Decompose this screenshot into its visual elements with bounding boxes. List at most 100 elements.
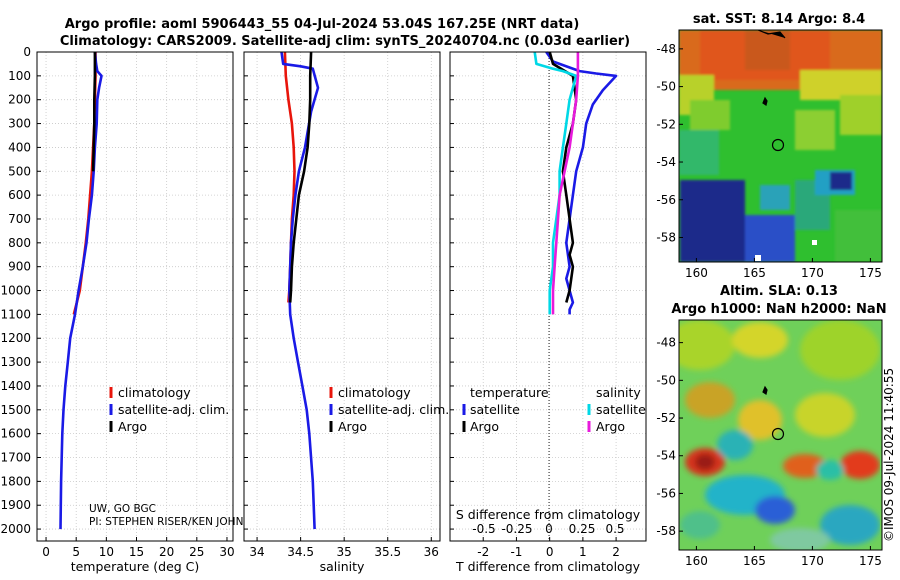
difference-s-satellite-line	[533, 51, 578, 315]
depth-tick-label: 2000	[0, 522, 31, 536]
sst-map-frame	[678, 29, 883, 263]
sla-y-ticks: -48 -50 -52 -54 -56 -58	[656, 336, 683, 538]
x-tick-label: 25	[189, 545, 204, 559]
map-y-tick-label: -52	[656, 411, 676, 425]
salinity-axes-frame	[243, 51, 441, 542]
legend-salinity-title: salinity	[596, 385, 641, 400]
sst-map-title: sat. SST: 8.14 Argo: 8.4	[693, 12, 865, 27]
map-x-tick-label: 170	[801, 266, 824, 280]
sla-field	[679, 320, 882, 550]
x-tick-label: 1	[579, 545, 587, 559]
map-y-tick-label: -50	[656, 373, 676, 387]
depth-tick-label: 1000	[0, 284, 31, 298]
map-y-tick-label: -52	[656, 117, 676, 131]
depth-tick-label: 1600	[0, 427, 31, 441]
depth-tick-label: 200	[8, 93, 31, 107]
figure-title-line1: Argo profile: aoml 5906443_55 04-Jul-202…	[65, 17, 580, 32]
legend-temperature-title: temperature	[470, 385, 549, 400]
depth-tick-label: 700	[8, 212, 31, 226]
salinity-panel: 34 34.5 35 35.5 36 salinity climatology sate…	[243, 51, 449, 574]
difference-lines	[533, 51, 618, 315]
x-tick-label: 35	[337, 545, 352, 559]
temperature-axes-frame	[36, 51, 234, 542]
temperature-argo-line	[91, 52, 97, 172]
depth-tick-label: 1800	[0, 474, 31, 488]
salinity-grid	[244, 51, 440, 541]
temperature-xlabel: temperature (deg C)	[71, 559, 200, 574]
legend-argo-label: Argo	[118, 419, 147, 434]
map-y-tick-label: -56	[656, 486, 676, 500]
temperature-satellite-adj-clim--line	[59, 51, 103, 530]
map-y-tick-label: -58	[656, 230, 676, 244]
s-diff-tick-label: -0.25	[501, 522, 532, 536]
map-x-tick-label: 160	[685, 266, 708, 280]
depth-tick-label: 900	[8, 260, 31, 274]
depth-tick-label: 100	[8, 69, 31, 83]
salinity-difference-ticks: -0.5 -0.25 0 0.25 0.5	[472, 522, 624, 536]
depth-tick-label: 1300	[0, 355, 31, 369]
depth-tick-label: 400	[8, 140, 31, 154]
sla-map-title1: Altim. SLA: 0.13	[720, 284, 838, 299]
sla-argo-position-marker	[771, 427, 785, 441]
map-y-tick-label: -54	[656, 155, 676, 169]
salinity-x-ticks: 34 34.5 35 35.5 36	[244, 51, 439, 559]
legend-argo-label: Argo	[338, 419, 367, 434]
x-tick-label: 5	[72, 545, 80, 559]
map-x-tick-label: 170	[801, 554, 824, 568]
salinity-satellite-adj-clim--line	[280, 51, 320, 530]
difference-s-argo-line	[551, 52, 580, 315]
difference-grid	[450, 51, 646, 541]
legend-satellite-label: satellite-adj. clim.	[338, 402, 449, 417]
temperature-x-ticks: 0 5 10 15 20 25 30	[37, 51, 235, 559]
map-y-tick-label: -58	[656, 524, 676, 538]
temperature-lines	[59, 51, 103, 530]
x-tick-label: 0	[546, 545, 554, 559]
difference-panel: -2 -1 0 1 2 -0.5 -0.25 0 0.25 0.5 S difference f…	[449, 51, 647, 574]
s-diff-tick-label: 0.25	[569, 522, 596, 536]
difference-t-satellite-line	[545, 51, 618, 315]
difference-t-argo-line	[548, 51, 578, 303]
map-x-tick-label: 175	[859, 554, 882, 568]
x-tick-label: 10	[99, 545, 114, 559]
temperature-panel: 0 5 10 15 20 25 30 temperature (deg C) climato…	[36, 51, 243, 574]
depth-tick-label: 1400	[0, 379, 31, 393]
depth-tick-label: 800	[8, 236, 31, 250]
sst-x-ticks: 160 165 170 175	[685, 258, 882, 280]
temperature-legend: climatology satellite-adj. clim. Argo	[109, 385, 229, 434]
figure-title-line2: Climatology: CARS2009. Satellite-adj cli…	[60, 34, 630, 49]
x-tick-label: 34.5	[287, 545, 314, 559]
depth-tick-label: 1500	[0, 403, 31, 417]
legend-s-argo-label: Argo	[596, 419, 625, 434]
depth-tick-label: 1200	[0, 331, 31, 345]
map-x-tick-label: 165	[743, 554, 766, 568]
x-tick-label: 35.5	[374, 545, 401, 559]
legend-s-satellite-label: satellite	[596, 402, 646, 417]
coastline	[757, 29, 786, 106]
salinity-lines	[280, 51, 320, 530]
depth-tick-label: 1100	[0, 307, 31, 321]
sst-map: sat. SST: 8.14 Argo: 8.4	[656, 12, 883, 280]
map-x-tick-label: 160	[685, 554, 708, 568]
s-diff-tick-label: 0	[545, 522, 553, 536]
x-tick-label: 2	[612, 545, 620, 559]
depth-tick-label: 1700	[0, 451, 31, 465]
coastline	[762, 385, 768, 395]
salinity-legend: climatology satellite-adj. clim. Argo	[329, 385, 449, 434]
x-tick-label: 0	[42, 545, 50, 559]
depth-tick-label: 600	[8, 188, 31, 202]
map-y-tick-label: -50	[656, 80, 676, 94]
map-y-tick-label: -48	[656, 336, 676, 350]
sst-argo-position-marker	[771, 138, 785, 152]
legend-t-argo-label: Argo	[470, 419, 499, 434]
x-tick-label: -1	[510, 545, 522, 559]
sla-map-frame	[678, 319, 883, 551]
map-y-tick-label: -56	[656, 193, 676, 207]
x-tick-label: 34	[249, 545, 264, 559]
x-tick-label: 15	[129, 545, 144, 559]
legend-climatology-label: climatology	[338, 385, 411, 400]
legend-climatology-label: climatology	[118, 385, 191, 400]
credit-line1: UW, GO BGC	[89, 503, 156, 515]
legend-satellite-label: satellite-adj. clim.	[118, 402, 229, 417]
legend-t-satellite-label: satellite	[470, 402, 520, 417]
